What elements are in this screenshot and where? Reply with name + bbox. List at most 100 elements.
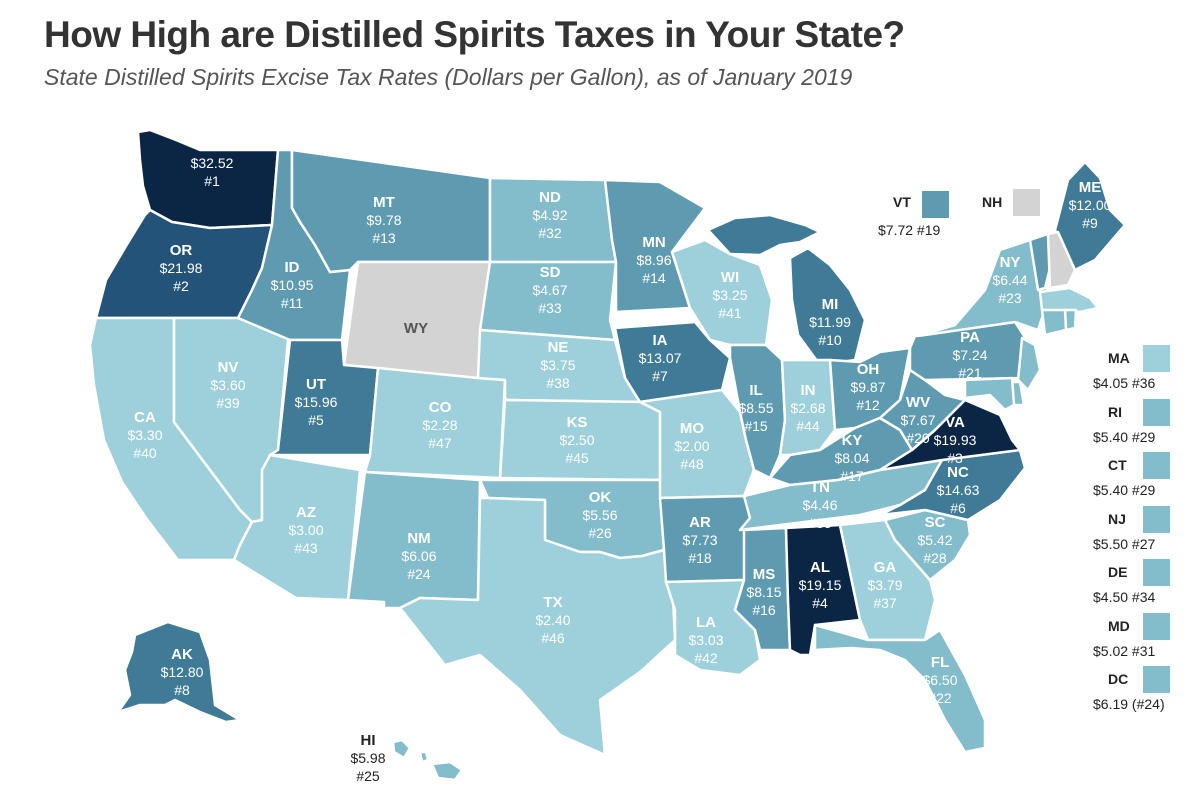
legend-ct-value: $5.40 #29 [1093, 482, 1156, 498]
state-az-shape [232, 453, 362, 602]
legend-dc-name: DC [1108, 671, 1129, 687]
state-mo-value: $2.00 [674, 438, 709, 454]
callout-nh-name: NH [982, 194, 1003, 210]
state-mt-rank: #13 [372, 230, 396, 246]
state-or-abbr: OR [170, 242, 193, 259]
state-fl-value: $6.50 [922, 672, 957, 688]
legend-ri-value: $5.40 #29 [1093, 428, 1156, 445]
state-sc-abbr: SC [925, 514, 946, 531]
state-or-rank: #2 [173, 278, 189, 294]
state-al-rank: #4 [812, 595, 828, 611]
state-co-value: $2.28 [422, 417, 457, 433]
state-pa-rank: #21 [958, 365, 982, 381]
state-al-value: $19.15 [799, 577, 842, 593]
state-id-value: $10.95 [271, 277, 314, 293]
state-va-rank: #3 [947, 450, 963, 466]
state-wa-rank: #1 [204, 173, 220, 189]
state-ia-shape [613, 320, 732, 404]
state-in-value: $2.68 [790, 400, 825, 416]
state-nh-shape [1046, 230, 1077, 290]
state-md-shape [963, 376, 1016, 412]
state-fl-abbr: FL [931, 654, 949, 671]
state-tx-value: $2.40 [535, 612, 570, 628]
state-nm-abbr: NM [407, 530, 430, 547]
callout-vt-value: $7.72 #19 [878, 222, 941, 238]
state-fl-shape [813, 623, 987, 754]
state-va-value: $19.93 [934, 432, 977, 448]
state-wi-abbr: WI [721, 269, 739, 286]
state-az-rank: #43 [294, 540, 318, 556]
state-ca-value: $3.30 [127, 427, 162, 443]
state-nd-abbr: ND [539, 189, 561, 206]
state-ne-abbr: NE [548, 339, 569, 356]
state-ma-shape [1038, 286, 1100, 314]
legend-de-name: DE [1108, 564, 1128, 580]
state-me-value: $12.00 [1069, 197, 1112, 213]
state-ky-rank: #17 [840, 468, 864, 484]
state-co-abbr: CO [429, 399, 452, 416]
state-wi-shape [670, 238, 774, 347]
state-va-abbr: VA [945, 414, 965, 431]
legend-nj-value: $5.50 #27 [1093, 535, 1156, 552]
state-sc-rank: #28 [923, 550, 947, 566]
state-la-rank: #42 [694, 650, 718, 666]
state-id-rank: #11 [281, 295, 304, 311]
state-mn-rank: #14 [642, 270, 666, 286]
state-la-value: $3.03 [688, 632, 723, 648]
state-in-rank: #44 [796, 418, 820, 434]
state-wv-abbr: WV [906, 394, 930, 411]
state-az-value: $3.00 [288, 522, 323, 538]
state-oh-value: $9.87 [850, 379, 885, 395]
state-mt-abbr: MT [373, 194, 395, 211]
state-sd-rank: #33 [538, 300, 562, 316]
state-wa-abbr: WA [200, 137, 224, 154]
state-ga-rank: #37 [873, 595, 897, 611]
legend-md-value: $5.02 #31 [1093, 642, 1156, 659]
state-la-abbr: LA [696, 614, 716, 631]
state-ny-value: $6.44 [992, 272, 1027, 288]
state-ms-value: $8.15 [746, 584, 781, 600]
state-sd-abbr: SD [540, 264, 561, 281]
state-al-abbr: AL [810, 559, 830, 576]
state-me-rank: #9 [1082, 215, 1098, 231]
state-fl-rank: #22 [928, 690, 952, 706]
state-mt-value: $9.78 [366, 212, 401, 228]
state-vt-shape [1028, 232, 1052, 292]
state-ca-abbr: CA [134, 409, 156, 426]
state-wv-shape [878, 368, 967, 452]
state-ak-shape [116, 620, 242, 724]
state-ms-abbr: MS [753, 566, 776, 583]
state-sd-shape [478, 260, 618, 342]
state-wv-rank: #20 [906, 430, 930, 446]
state-ks-value: $2.50 [559, 432, 594, 448]
state-sd-value: $4.67 [532, 282, 567, 298]
state-nm-rank: #24 [407, 566, 431, 582]
state-wi-rank: #41 [718, 305, 742, 321]
state-hi-abbr: HI [361, 732, 376, 749]
legend-ri-swatch [1143, 398, 1170, 426]
page-title: How High are Distilled Spirits Taxes in … [44, 14, 905, 55]
state-nc-rank: #6 [950, 500, 966, 516]
state-ne-rank: #38 [546, 375, 570, 391]
state-nd-rank: #32 [538, 225, 562, 241]
state-ut-value: $15.96 [295, 394, 338, 410]
state-mi-shape [788, 246, 867, 367]
state-ny-rank: #23 [998, 290, 1022, 306]
callout-vt-swatch [922, 191, 949, 218]
legend-md-name: MD [1108, 617, 1130, 634]
state-oh-abbr: OH [857, 361, 880, 378]
state-co-rank: #47 [428, 435, 452, 451]
state-wy-abbr: WY [404, 320, 428, 337]
state-hi-value: $5.98 [350, 750, 385, 766]
state-pa-value: $7.24 [952, 347, 987, 363]
state-ar-rank: #18 [688, 550, 712, 566]
state-nj-shape [1016, 336, 1042, 392]
state-ia-rank: #7 [652, 368, 668, 384]
state-wv-value: $7.67 [900, 412, 935, 428]
state-nv-rank: #39 [216, 395, 240, 411]
state-ks-abbr: KS [567, 414, 588, 431]
legend-nj-name: NJ [1108, 510, 1126, 527]
state-ky-value: $8.04 [834, 450, 869, 466]
